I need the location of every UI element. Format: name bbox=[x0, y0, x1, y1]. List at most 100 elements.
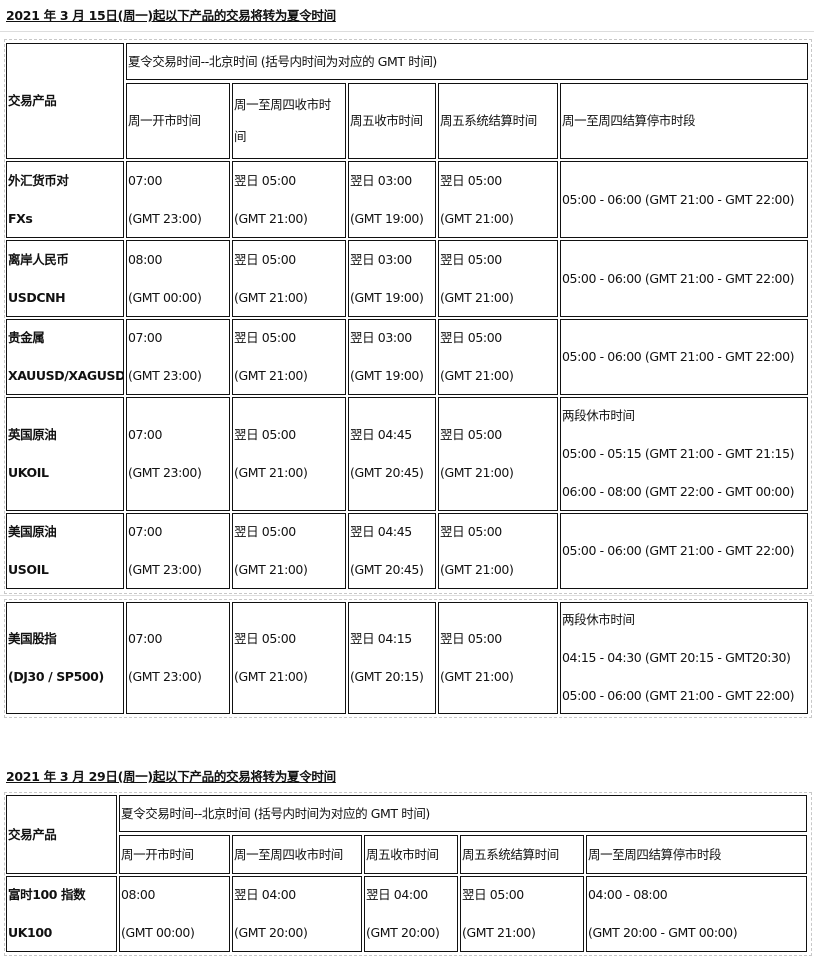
column-header: 周一至周四收市时间 bbox=[232, 835, 362, 874]
cell-text: (GMT 20:45) bbox=[350, 562, 424, 577]
cell-text: (GMT 00:00) bbox=[128, 289, 202, 305]
product-cell: 离岸人民币 USDCNH bbox=[6, 240, 124, 317]
cell-text: 翌日 05:00 bbox=[234, 251, 296, 267]
cell-text: 翌日 04:15 bbox=[350, 631, 412, 646]
time-cell: 翌日 04:15 (GMT 20:15) bbox=[348, 602, 436, 714]
column-header: 周五系统结算时间 bbox=[460, 835, 584, 874]
cell-text: 周一至周四结算停市时段 bbox=[588, 846, 722, 862]
cell-text: 周五收市时间 bbox=[366, 846, 439, 862]
time-cell: 翌日 04:00 (GMT 20:00) bbox=[364, 876, 458, 952]
cell-text: (GMT 21:00) bbox=[440, 669, 514, 684]
time-cell: 翌日 03:00 (GMT 19:00) bbox=[348, 319, 436, 395]
cell-text: 离岸人民币 bbox=[8, 251, 69, 267]
column-header: 周一开市时间 bbox=[126, 83, 230, 159]
product-cell: 贵金属 XAUUSD/XAGUSD bbox=[6, 319, 124, 395]
cell-text: 08:00 bbox=[121, 887, 156, 902]
cell-text: (GMT 21:00) bbox=[440, 465, 514, 480]
cell-text: 翌日 05:00 bbox=[234, 172, 296, 188]
column-header: 周一至周四结算停市时段 bbox=[586, 835, 807, 874]
cell-text: 周一至周四结算停市时段 bbox=[562, 113, 696, 128]
cell-text: (GMT 21:00) bbox=[440, 210, 514, 226]
time-cell: 翌日 05:00 (GMT 21:00) bbox=[232, 513, 346, 589]
time-cell: 翌日 04:45 (GMT 20:45) bbox=[348, 513, 436, 589]
time-cell: 翌日 05:00 (GMT 21:00) bbox=[232, 161, 346, 238]
product-cell: 美国股指 (DJ30 / SP500) bbox=[6, 602, 124, 714]
cell-text: 美国原油 bbox=[8, 524, 57, 539]
column-header: 周五系统结算时间 bbox=[438, 83, 558, 159]
cell-text: 周一开市时间 bbox=[128, 113, 201, 128]
cell-text: 05:00 - 06:00 (GMT 21:00 - GMT 22:00) bbox=[562, 349, 795, 364]
cell-text: 07:00 bbox=[128, 631, 163, 646]
product-header: 交易产品 bbox=[6, 43, 124, 159]
time-cell: 07:00 (GMT 23:00) bbox=[126, 513, 230, 589]
cell-text: 间 bbox=[234, 129, 247, 144]
cell-text: 夏令交易时间--北京时间 (括号内时间为对应的 GMT 时间) bbox=[128, 53, 437, 69]
cell-text: 翌日 05:00 bbox=[234, 631, 296, 646]
time-cell: 08:00 (GMT 00:00) bbox=[119, 876, 230, 952]
cell-text: 两段休市时间 bbox=[562, 612, 635, 627]
cell-text: 夏令交易时间--北京时间 (括号内时间为对应的 GMT 时间) bbox=[121, 805, 430, 821]
cell-text: UKOIL bbox=[8, 465, 49, 480]
column-header: 周一至周四收市时间 bbox=[232, 83, 346, 159]
column-header: 周一开市时间 bbox=[119, 835, 230, 874]
cell-text: 05:00 - 06:00 (GMT 21:00 - GMT 22:00) bbox=[562, 191, 795, 207]
time-cell: 05:00 - 06:00 (GMT 21:00 - GMT 22:00) bbox=[560, 513, 808, 589]
product-header: 交易产品 bbox=[6, 795, 117, 874]
column-header: 周五收市时间 bbox=[348, 83, 436, 159]
cell-text: 两段休市时间 bbox=[562, 408, 635, 423]
cell-text: (GMT 21:00) bbox=[234, 210, 308, 226]
cell-text: 周五系统结算时间 bbox=[440, 113, 537, 128]
cell-text: 翌日 05:00 bbox=[440, 172, 502, 188]
section1-table bbox=[4, 39, 812, 594]
section1-title: 2021 年 3 月 15日(周一)起以下产品的交易将转为夏令时间 bbox=[6, 8, 336, 23]
cell-text: 外汇货币对 bbox=[8, 172, 69, 188]
cell-text: 英国原油 bbox=[8, 427, 57, 442]
product-cell: 外汇货币对 FXs bbox=[6, 161, 124, 238]
cell-text: (DJ30 / SP500) bbox=[8, 669, 104, 684]
section1-table-continued bbox=[4, 599, 812, 718]
cell-text: (GMT 23:00) bbox=[128, 562, 202, 577]
cell-text: 富时100 指数 bbox=[8, 887, 86, 902]
cell-text: 翌日 04:00 bbox=[366, 887, 428, 902]
cell-text: 08:00 bbox=[128, 251, 163, 267]
cell-text: 翌日 05:00 bbox=[234, 330, 296, 345]
group-header: 夏令交易时间--北京时间 (括号内时间为对应的 GMT 时间) bbox=[119, 795, 807, 832]
product-cell: 美国原油 USOIL bbox=[6, 513, 124, 589]
product-cell: 英国原油 UKOIL bbox=[6, 397, 124, 511]
time-cell: 翌日 03:00 (GMT 19:00) bbox=[348, 161, 436, 238]
time-cell: 翌日 05:00 (GMT 21:00) bbox=[232, 397, 346, 511]
time-cell: 翌日 05:00 (GMT 21:00) bbox=[232, 602, 346, 714]
cell-text: 翌日 05:00 bbox=[234, 427, 296, 442]
time-cell: 04:00 - 08:00 (GMT 20:00 - GMT 00:00) bbox=[586, 876, 807, 952]
cell-text: (GMT 21:00) bbox=[440, 562, 514, 577]
cell-text: 翌日 05:00 bbox=[462, 887, 524, 902]
cell-text: USOIL bbox=[8, 562, 49, 577]
divider bbox=[0, 31, 814, 32]
time-cell: 07:00 (GMT 23:00) bbox=[126, 161, 230, 238]
time-cell: 05:00 - 06:00 (GMT 21:00 - GMT 22:00) bbox=[560, 240, 808, 317]
time-cell: 07:00 (GMT 23:00) bbox=[126, 602, 230, 714]
group-header: 夏令交易时间--北京时间 (括号内时间为对应的 GMT 时间) bbox=[126, 43, 808, 80]
cell-text: 贵金属 bbox=[8, 330, 45, 345]
cell-text: 周五系统结算时间 bbox=[462, 846, 559, 862]
cell-text: (GMT 20:00 - GMT 00:00) bbox=[588, 925, 738, 940]
time-cell: 05:00 - 06:00 (GMT 21:00 - GMT 22:00) bbox=[560, 319, 808, 395]
cell-text: (GMT 23:00) bbox=[128, 210, 202, 226]
cell-text: (GMT 20:45) bbox=[350, 465, 424, 480]
cell-text: UK100 bbox=[8, 925, 52, 940]
cell-text: 翌日 04:00 bbox=[234, 887, 296, 902]
cell-text: (GMT 00:00) bbox=[121, 925, 195, 940]
cell-text: (GMT 21:00) bbox=[234, 465, 308, 480]
time-cell: 07:00 (GMT 23:00) bbox=[126, 319, 230, 395]
cell-text: (GMT 23:00) bbox=[128, 368, 202, 383]
cell-text: 交易产品 bbox=[8, 93, 57, 108]
cell-text: (GMT 21:00) bbox=[462, 925, 536, 940]
cell-text: (GMT 21:00) bbox=[234, 368, 308, 383]
column-header: 周五收市时间 bbox=[364, 835, 458, 874]
time-cell: 翌日 03:00 (GMT 19:00) bbox=[348, 240, 436, 317]
cell-text: (GMT 20:15) bbox=[350, 669, 424, 684]
cell-text: USDCNH bbox=[8, 289, 66, 305]
cell-text: (GMT 21:00) bbox=[234, 562, 308, 577]
cell-text: 周一至周四收市时 bbox=[234, 97, 331, 112]
cell-text: 翌日 04:45 bbox=[350, 524, 412, 539]
